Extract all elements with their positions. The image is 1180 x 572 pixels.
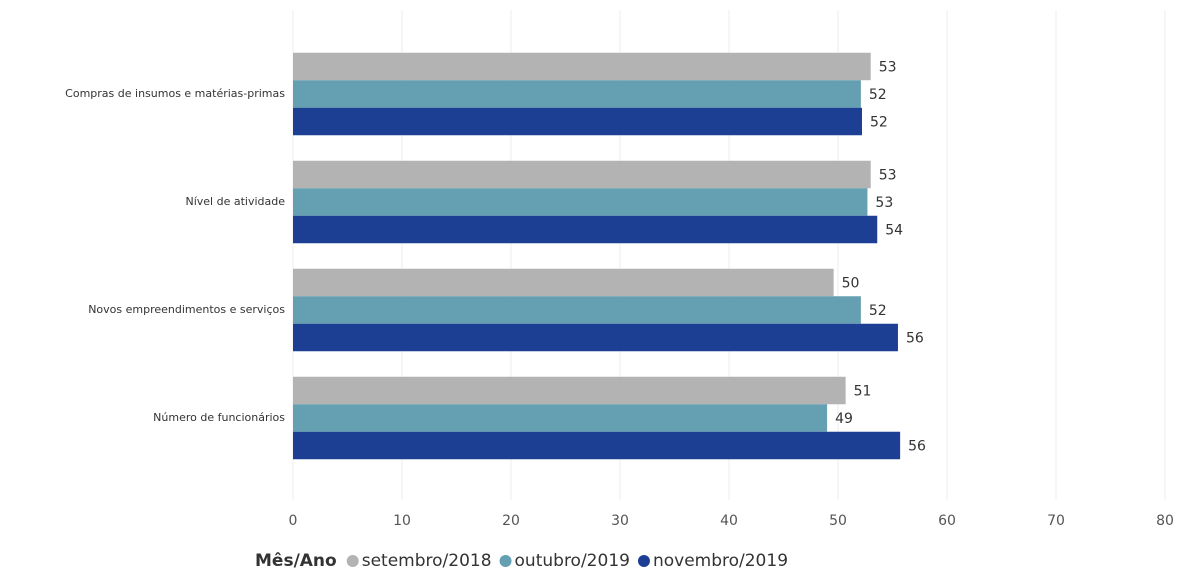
x-tick-label: 80 bbox=[1156, 513, 1174, 529]
bar bbox=[293, 296, 861, 324]
x-tick-label: 30 bbox=[611, 513, 629, 529]
bar bbox=[293, 52, 871, 81]
value-label: 53 bbox=[875, 195, 893, 211]
value-label: 51 bbox=[854, 384, 872, 400]
value-label: 50 bbox=[842, 276, 860, 292]
bar bbox=[293, 215, 878, 244]
bar bbox=[293, 188, 868, 216]
value-label: 56 bbox=[908, 439, 926, 455]
y-tick-label: Número de funcionários bbox=[153, 411, 285, 424]
x-tick-label: 10 bbox=[393, 513, 411, 529]
value-label: 54 bbox=[885, 223, 903, 239]
bar bbox=[293, 431, 901, 460]
x-tick-label: 20 bbox=[502, 513, 520, 529]
legend-label: novembro/2019 bbox=[653, 551, 788, 571]
value-label: 52 bbox=[870, 115, 888, 131]
x-tick-label: 60 bbox=[938, 513, 956, 529]
value-label: 53 bbox=[879, 60, 897, 76]
y-tick-label: Novos empreendimentos e serviços bbox=[88, 303, 285, 316]
value-label: 52 bbox=[869, 303, 887, 319]
legend-swatch bbox=[346, 555, 359, 567]
bar bbox=[293, 323, 898, 352]
y-tick-label: Nível de atividade bbox=[185, 195, 285, 208]
legend-swatch bbox=[637, 555, 650, 567]
x-tick-label: 0 bbox=[289, 513, 298, 529]
x-tick-label: 70 bbox=[1047, 513, 1065, 529]
x-tick-label: 40 bbox=[720, 513, 738, 529]
bar bbox=[293, 160, 871, 189]
legend-title: Mês/Ano bbox=[255, 551, 337, 571]
bar bbox=[293, 80, 861, 108]
value-label: 52 bbox=[869, 87, 887, 103]
x-tick-label: 50 bbox=[829, 513, 847, 529]
bar bbox=[293, 376, 846, 405]
legend-label: setembro/2018 bbox=[362, 551, 492, 571]
value-label: 49 bbox=[835, 411, 853, 427]
bar bbox=[293, 404, 828, 432]
value-label: 53 bbox=[879, 168, 897, 184]
bar bbox=[293, 107, 862, 136]
value-label: 56 bbox=[906, 331, 924, 347]
legend-label: outubro/2019 bbox=[515, 551, 630, 571]
y-tick-label: Compras de insumos e matérias-primas bbox=[65, 87, 285, 100]
legend-swatch bbox=[499, 555, 512, 567]
bar bbox=[293, 268, 834, 297]
